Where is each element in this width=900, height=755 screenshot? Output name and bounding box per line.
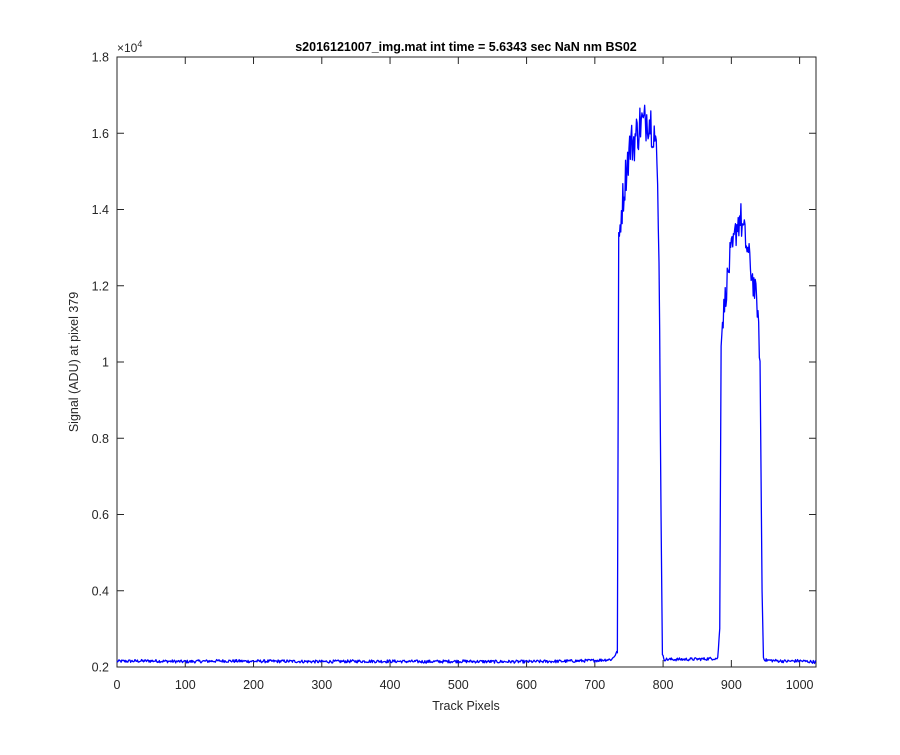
y-tick-label: 1 (102, 356, 109, 370)
y-tick-label: 1.8 (92, 51, 109, 65)
x-tick-label: 500 (448, 678, 469, 692)
x-tick-label: 100 (175, 678, 196, 692)
x-tick-label: 200 (243, 678, 264, 692)
y-tick-label: 0.8 (92, 432, 109, 446)
x-tick-label: 0 (114, 678, 121, 692)
y-exponent-base: ×10 (117, 41, 138, 55)
series-layer (116, 104, 817, 665)
y-tick-label: 0.4 (92, 584, 109, 598)
plot-frame (116, 56, 817, 668)
y-tick-label: 0.6 (92, 508, 109, 522)
x-tick-label: 900 (721, 678, 742, 692)
x-tick-label: 400 (380, 678, 401, 692)
x-tick-label: 700 (584, 678, 605, 692)
x-axis-label: Track Pixels (432, 699, 500, 713)
x-tick-label: 1000 (786, 678, 814, 692)
x-ticks: 0 100 200 300 400 500 600 700 800 900 1000 (114, 57, 814, 692)
x-tick-label: 800 (653, 678, 674, 692)
y-tick-label: 1.6 (92, 127, 109, 141)
series-line (116, 104, 817, 665)
y-axis-label: Signal (ADU) at pixel 379 (67, 292, 81, 432)
y-ticks: 0.2 0.4 0.6 0.8 1 1.2 1.4 1.6 1.8 (92, 51, 816, 675)
y-exponent-label: ×104 (117, 39, 142, 55)
y-tick-label: 1.2 (92, 279, 109, 293)
x-tick-label: 600 (516, 678, 537, 692)
x-tick-label: 300 (311, 678, 332, 692)
y-exponent-power: 4 (137, 39, 142, 49)
y-tick-label: 0.2 (92, 661, 109, 675)
y-tick-label: 1.4 (92, 203, 109, 217)
chart-title: s2016121007_img.mat int time = 5.6343 se… (295, 40, 637, 54)
